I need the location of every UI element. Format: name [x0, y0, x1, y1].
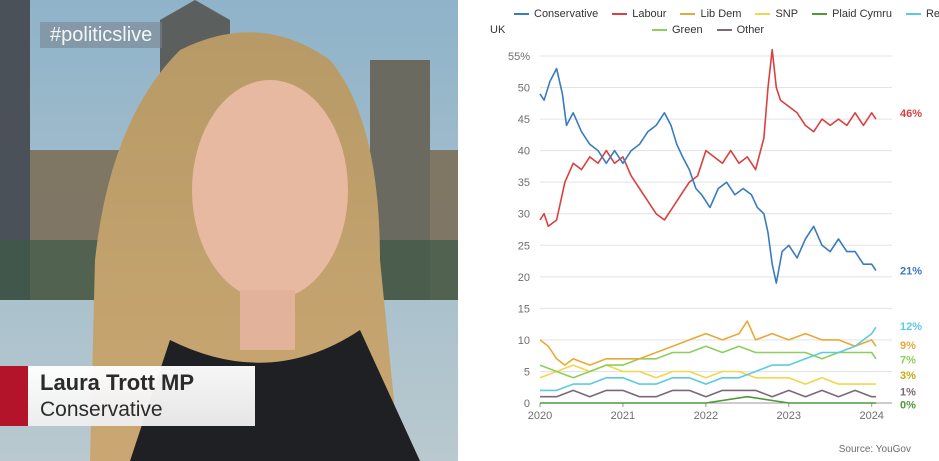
legend-item: Plaid Cymru [812, 8, 892, 20]
end-label-lib-dem: 9% [900, 340, 916, 352]
y-tick-label: 25 [518, 240, 530, 252]
legend-swatch [680, 13, 696, 15]
legend-label: Reform [925, 8, 939, 20]
y-tick-label: 15 [518, 303, 530, 315]
series-line-snp [539, 364, 876, 385]
series-line-labour [539, 48, 877, 228]
legend-item: Green [652, 24, 703, 36]
end-label-labour: 46% [900, 108, 922, 120]
legend-item: Reform [905, 8, 939, 20]
series-line-other [540, 389, 876, 398]
series-line-green [539, 345, 877, 379]
x-tick-label: 2023 [777, 410, 801, 422]
legend-label: Labour [632, 8, 667, 20]
series-line-conservative [539, 67, 877, 284]
end-label-green: 7% [900, 354, 916, 366]
y-tick-label: 0 [524, 398, 530, 410]
legend-item: SNP [755, 8, 798, 20]
y-tick-label: 5 [524, 366, 530, 378]
legend-swatch [652, 29, 667, 31]
caption-accent [0, 366, 28, 426]
legend-label: Lib Dem [700, 8, 742, 20]
speaker-name: Laura Trott MP [40, 370, 195, 395]
x-tick-label: 2022 [694, 410, 718, 422]
x-tick-label: 2024 [859, 410, 883, 422]
y-tick-label: 30 [518, 209, 530, 221]
legend-swatch [514, 13, 529, 15]
series-line-reform-uk [540, 326, 877, 392]
y-tick-label: 35 [518, 177, 530, 189]
broadcast-frame: #politicslive Laura Trott MP Conservativ… [0, 0, 458, 461]
speaker-party: Conservative [40, 398, 163, 421]
legend-swatch [905, 13, 921, 15]
legend-label: Conservative [534, 8, 599, 20]
y-tick-label: 10 [518, 335, 530, 347]
polling-chart: UK Conservative Labour Lib Dem SNP Plaid Cymr… [490, 0, 939, 461]
x-tick-label: 2020 [528, 410, 552, 422]
series-line-plaid-cymru [540, 395, 876, 404]
chart-plot: 0 5 10 15 20 25 30 35 40 45 50 55% 2020 2021 2022 2023 2… [508, 48, 922, 422]
legend-label-wrap: UK [490, 24, 506, 36]
legend-label: SNP [775, 8, 799, 20]
legend-label: Green [672, 24, 703, 36]
legend-swatch [612, 13, 628, 15]
legend-item: Lib Dem [680, 8, 741, 20]
legend-swatch [755, 13, 771, 15]
y-tick-label: 50 [518, 83, 530, 95]
y-tick-label: 55% [508, 51, 530, 63]
programme-hashtag: #politicslive [40, 22, 163, 48]
y-tick-label: 40 [518, 146, 530, 158]
chart-source: Source: YouGov [838, 444, 911, 455]
lower-third-caption: Laura Trott MP Conservative [0, 366, 458, 426]
legend-item: Other [716, 24, 765, 36]
end-label-reform-uk: 12% [900, 321, 922, 333]
series-line-lib-dem [539, 320, 877, 366]
end-label-plaid-cymru: 0% [900, 399, 916, 411]
end-label-other: 1% [900, 387, 916, 399]
y-tick-label: 20 [518, 272, 530, 284]
y-tick-label: 45 [518, 114, 530, 126]
broadcast-background [0, 0, 458, 461]
legend-swatch [812, 13, 828, 15]
x-tick-label: 2021 [611, 410, 635, 422]
legend-swatch [716, 29, 732, 31]
legend-label: Plaid Cymru [832, 8, 892, 20]
legend-label: Other [736, 24, 765, 36]
end-label-conservative: 21% [900, 266, 922, 278]
legend-item: Conservative [514, 8, 598, 20]
end-label-snp: 3% [900, 370, 916, 382]
caption-bar [0, 366, 255, 426]
legend-item: Labour [612, 8, 666, 20]
